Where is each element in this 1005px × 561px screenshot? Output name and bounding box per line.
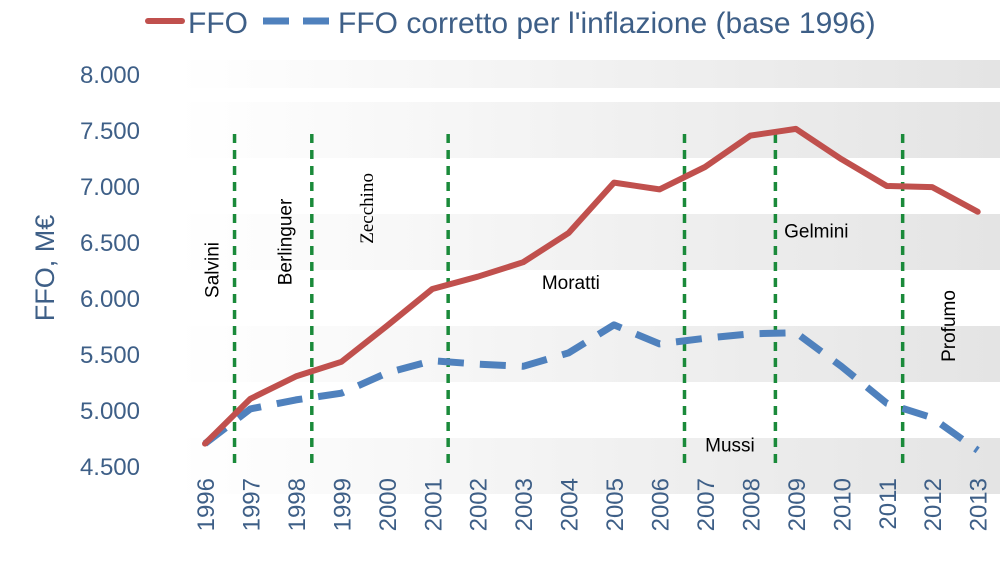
x-tick-label: 1998 [284, 478, 311, 531]
legend: FFO FFO corretto per l'inflazione (base 1… [145, 7, 876, 40]
minister-label: Zecchino [357, 173, 378, 244]
x-tick-label: 2010 [829, 478, 856, 531]
minister-label: Moratti [542, 273, 600, 294]
minister-label: Gelmini [784, 222, 848, 243]
grid-band [178, 438, 1000, 494]
minister-label: Salvini [203, 242, 224, 298]
inflation-adjusted-ffo-line [202, 321, 980, 454]
y-tick-label: 5.000 [80, 398, 140, 425]
minister-label: Mussi [705, 435, 755, 456]
grid-band [178, 60, 1000, 88]
x-tick-label: 2008 [738, 478, 765, 531]
grid-band [178, 102, 1000, 158]
x-tick-label: 2004 [557, 478, 584, 531]
x-tick-label: 2005 [602, 478, 629, 531]
grid-band [178, 214, 1000, 270]
y-tick-label: 6.000 [80, 286, 140, 313]
period-markers [232, 134, 905, 470]
x-tick-label: 2000 [375, 478, 402, 531]
x-tick-label: 2009 [784, 478, 811, 531]
y-tick-label: 7.000 [80, 174, 140, 201]
x-tick-label: 1996 [193, 478, 220, 531]
ffo-line [202, 125, 981, 447]
x-tick-label: 2001 [420, 478, 447, 531]
y-tick-label: 8.000 [80, 62, 140, 89]
legend-label-ffo: FFO [188, 7, 248, 40]
x-tick-label: 2007 [693, 478, 720, 531]
x-tick-label: 2011 [875, 478, 902, 530]
x-tick-label: 2013 [966, 478, 993, 531]
x-tick-label: 2006 [648, 478, 675, 531]
y-tick-label: 7.500 [80, 118, 140, 145]
y-tick-label: 6.500 [80, 230, 140, 257]
x-tick-label: 2002 [466, 478, 493, 531]
y-axis-label: FFO, M€ [30, 215, 60, 322]
y-tick-label: 4.500 [80, 454, 140, 481]
legend-label-inflation: FFO corretto per l'inflazione (base 1996… [338, 7, 876, 40]
series-lines [202, 125, 981, 454]
x-tick-label: 2003 [511, 478, 538, 531]
grid-bands [178, 60, 1000, 494]
y-tick-label: 5.500 [80, 342, 140, 369]
x-tick-label: 1999 [329, 478, 356, 531]
minister-label: Berlinguer [275, 198, 296, 285]
x-tick-label: 2012 [920, 478, 947, 531]
axes: 4.500 5.000 5.500 6.000 6.500 7.000 7.500 8.000… [80, 62, 993, 531]
minister-annotations: Salvini Berlinguer Zecchino Moratti Gelmini M… [203, 173, 960, 456]
x-tick-label: 1997 [238, 478, 265, 531]
minister-label: Profumo [939, 290, 960, 362]
